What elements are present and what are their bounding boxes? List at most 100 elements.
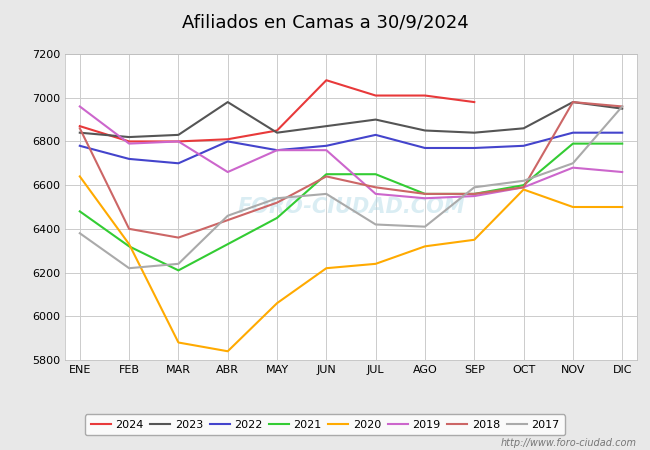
2023 — [273, 130, 281, 135]
2021 — [125, 243, 133, 249]
2022 — [618, 130, 626, 135]
2021 — [618, 141, 626, 146]
2018 — [520, 184, 528, 190]
Text: Afiliados en Camas a 30/9/2024: Afiliados en Camas a 30/9/2024 — [181, 14, 469, 32]
2018 — [471, 191, 478, 197]
Line: 2019: 2019 — [80, 107, 622, 198]
Line: 2017: 2017 — [80, 107, 622, 268]
Text: http://www.foro-ciudad.com: http://www.foro-ciudad.com — [501, 438, 637, 448]
2021 — [273, 215, 281, 220]
2017 — [76, 230, 84, 236]
2020 — [76, 174, 84, 179]
2023 — [372, 117, 380, 122]
2021 — [421, 191, 429, 197]
2023 — [569, 99, 577, 105]
2022 — [125, 156, 133, 162]
Line: 2020: 2020 — [80, 176, 622, 351]
2024 — [273, 128, 281, 133]
2023 — [421, 128, 429, 133]
2021 — [520, 182, 528, 188]
2017 — [421, 224, 429, 230]
2018 — [273, 200, 281, 205]
2018 — [322, 174, 330, 179]
2024 — [174, 139, 182, 144]
2019 — [76, 104, 84, 109]
2020 — [174, 340, 182, 345]
2024 — [421, 93, 429, 98]
2017 — [520, 178, 528, 184]
2020 — [125, 242, 133, 247]
2019 — [273, 148, 281, 153]
2019 — [471, 194, 478, 199]
Line: 2022: 2022 — [80, 133, 622, 163]
2018 — [174, 235, 182, 240]
2018 — [224, 217, 231, 223]
Line: 2021: 2021 — [80, 144, 622, 270]
2023 — [224, 99, 231, 105]
2018 — [76, 126, 84, 131]
2024 — [322, 77, 330, 83]
2020 — [322, 266, 330, 271]
Legend: 2024, 2023, 2022, 2021, 2020, 2019, 2018, 2017: 2024, 2023, 2022, 2021, 2020, 2019, 2018… — [85, 414, 565, 436]
2019 — [618, 169, 626, 175]
2020 — [471, 237, 478, 243]
2020 — [569, 204, 577, 210]
2018 — [125, 226, 133, 232]
2021 — [174, 268, 182, 273]
2022 — [372, 132, 380, 138]
2021 — [224, 242, 231, 247]
2021 — [76, 209, 84, 214]
2023 — [322, 123, 330, 129]
2018 — [618, 104, 626, 109]
2019 — [421, 196, 429, 201]
2017 — [273, 196, 281, 201]
2020 — [618, 204, 626, 210]
2017 — [322, 191, 330, 197]
2019 — [174, 139, 182, 144]
2019 — [520, 184, 528, 190]
2018 — [569, 99, 577, 105]
2022 — [273, 148, 281, 153]
2019 — [372, 191, 380, 197]
2022 — [421, 145, 429, 151]
2020 — [520, 187, 528, 192]
2024 — [224, 136, 231, 142]
2019 — [125, 141, 133, 146]
2019 — [322, 148, 330, 153]
2023 — [520, 126, 528, 131]
2021 — [372, 171, 380, 177]
Line: 2024: 2024 — [80, 80, 474, 141]
2023 — [174, 132, 182, 138]
2022 — [569, 130, 577, 135]
2021 — [569, 141, 577, 146]
2019 — [224, 169, 231, 175]
2017 — [471, 184, 478, 190]
2022 — [322, 143, 330, 148]
2020 — [273, 301, 281, 306]
2017 — [224, 213, 231, 218]
2017 — [125, 266, 133, 271]
2020 — [372, 261, 380, 266]
2022 — [471, 145, 478, 151]
Line: 2023: 2023 — [80, 102, 622, 137]
2024 — [76, 123, 84, 129]
2017 — [569, 161, 577, 166]
2019 — [569, 165, 577, 171]
2024 — [471, 99, 478, 105]
2021 — [322, 171, 330, 177]
2017 — [174, 261, 182, 266]
2023 — [76, 130, 84, 135]
Text: FORO-CIUDAD.COM: FORO-CIUDAD.COM — [237, 197, 465, 217]
2022 — [224, 139, 231, 144]
2018 — [372, 184, 380, 190]
2024 — [372, 93, 380, 98]
2024 — [125, 139, 133, 144]
2023 — [618, 106, 626, 111]
2020 — [224, 349, 231, 354]
2017 — [372, 222, 380, 227]
2022 — [76, 143, 84, 148]
2022 — [174, 161, 182, 166]
2022 — [520, 143, 528, 148]
2018 — [421, 191, 429, 197]
2023 — [471, 130, 478, 135]
